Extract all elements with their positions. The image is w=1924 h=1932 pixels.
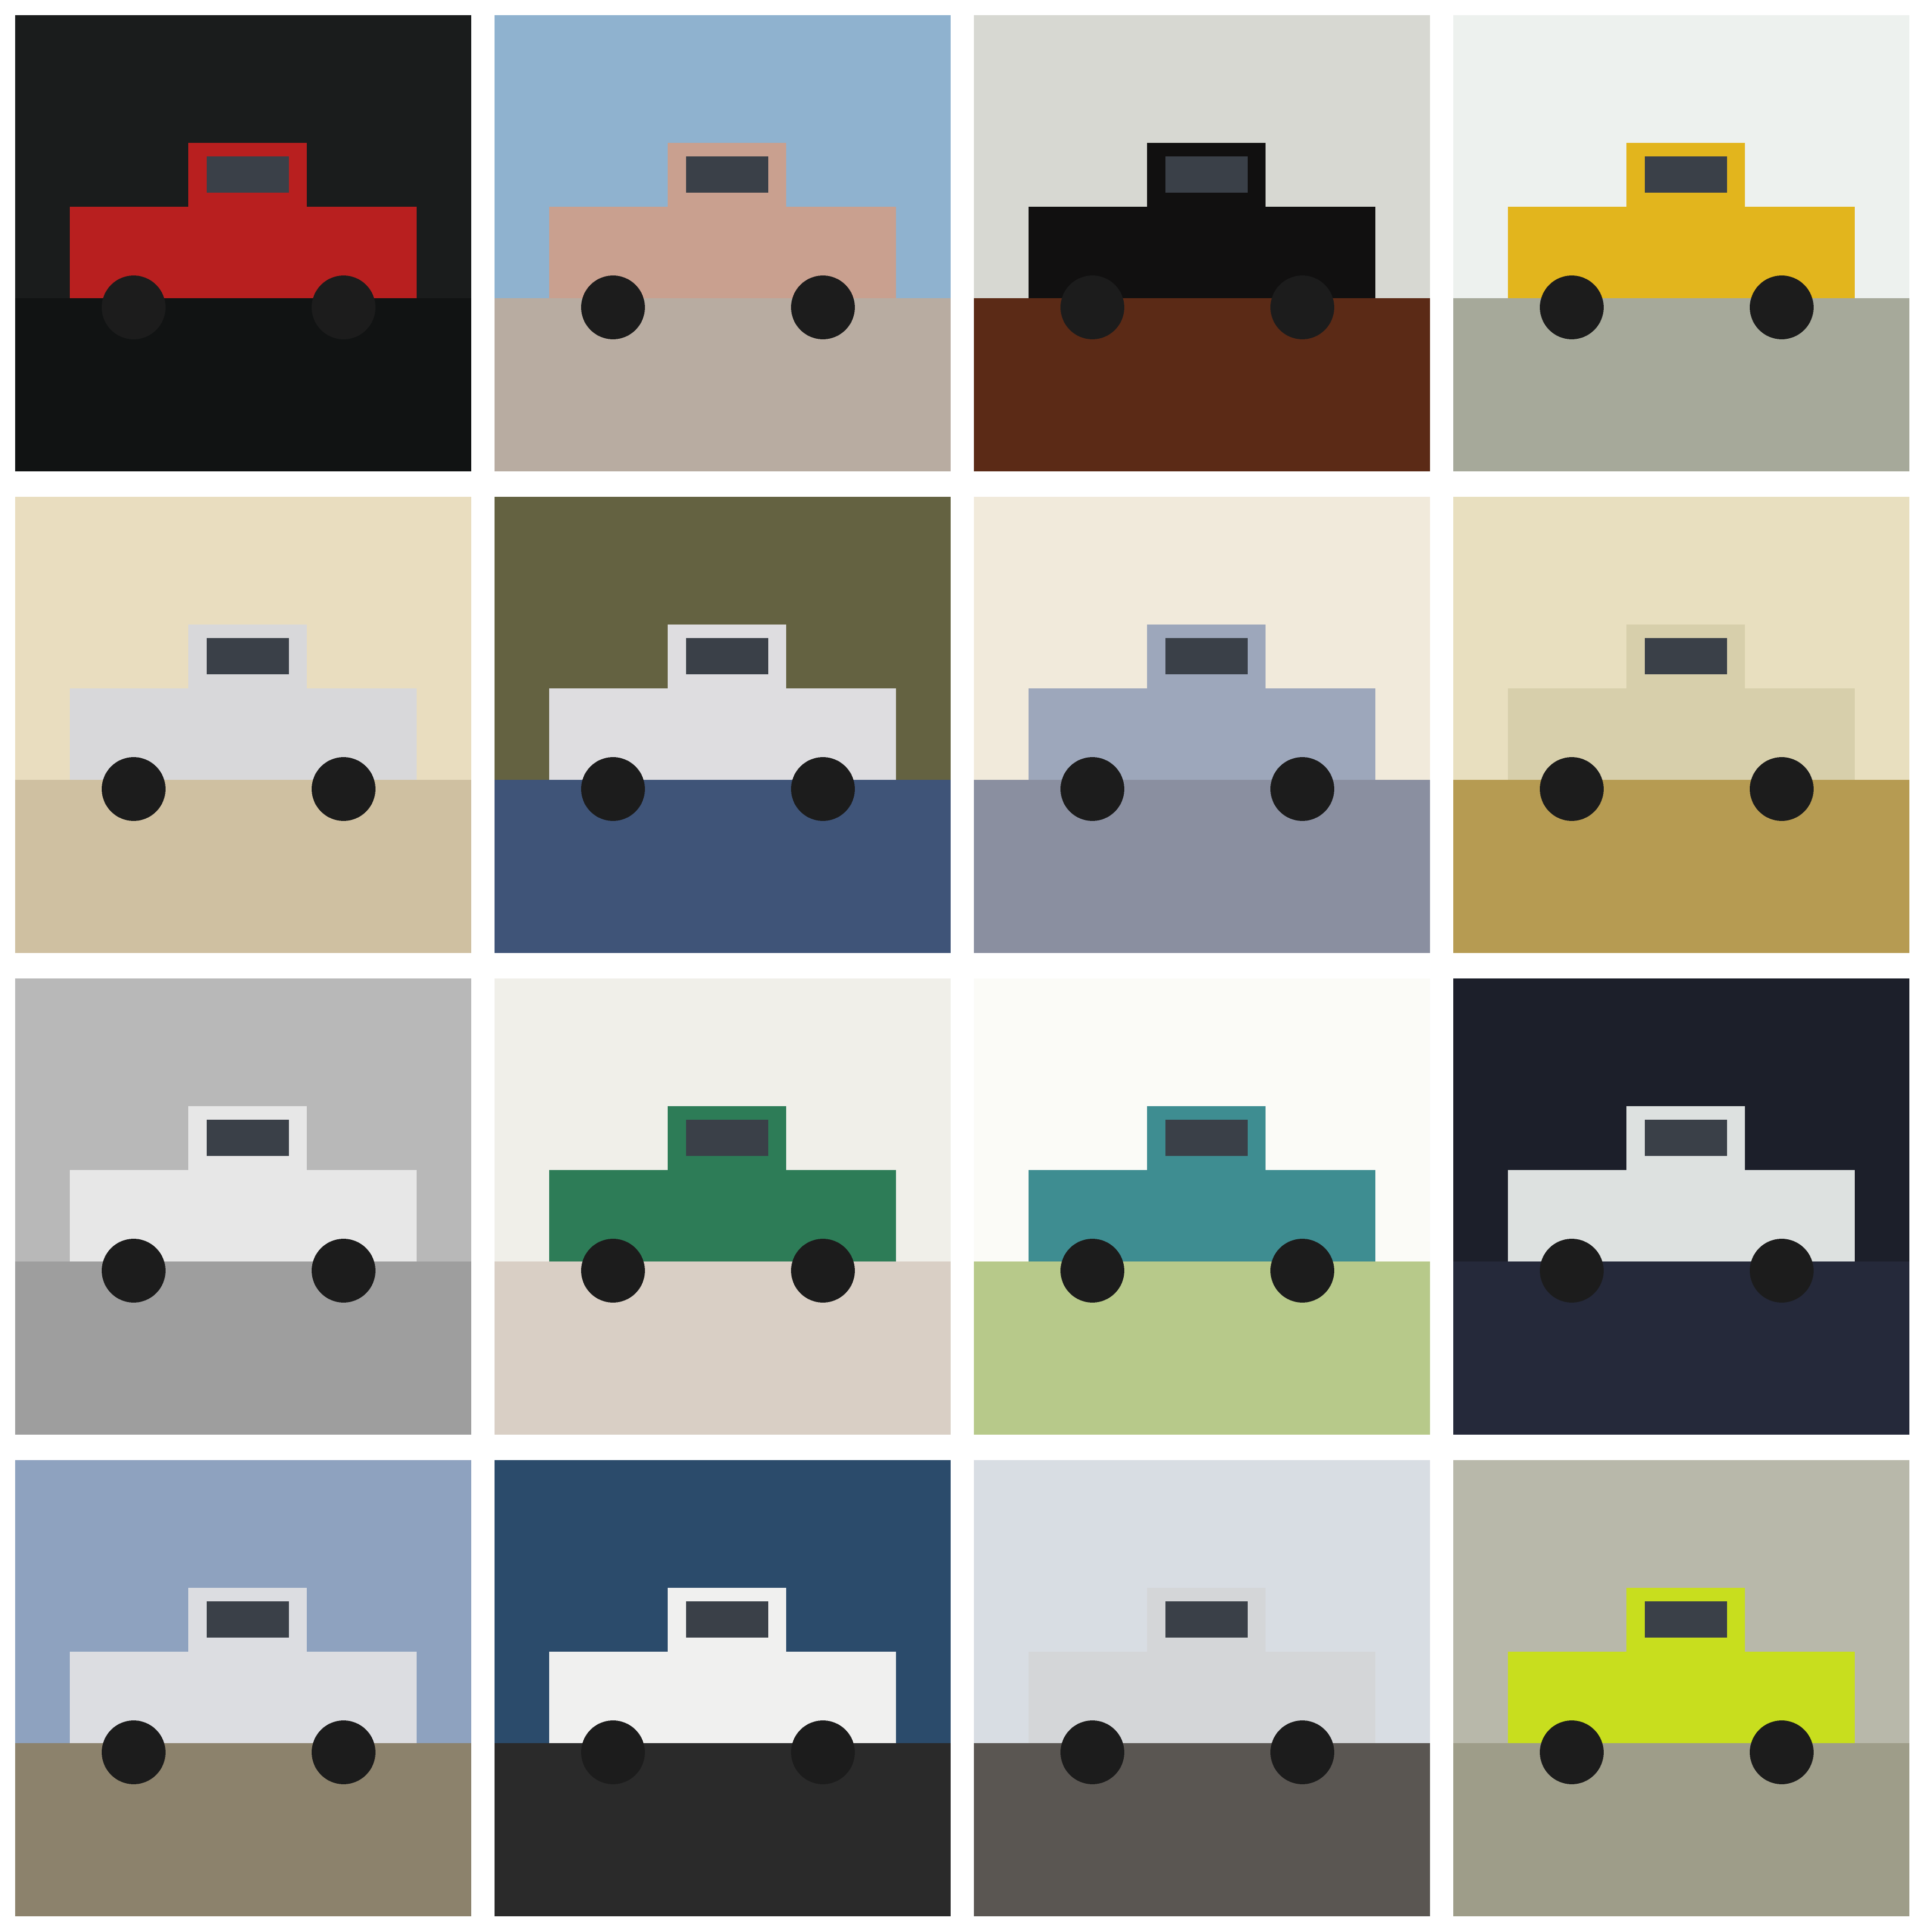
- truck-wheel: [1270, 1239, 1334, 1303]
- image-tile: [15, 15, 471, 471]
- truck-window: [686, 156, 768, 193]
- truck-wheel: [102, 1720, 166, 1784]
- image-tile: [15, 1460, 471, 1916]
- truck-wheel: [102, 275, 166, 339]
- image-tile: [974, 497, 1430, 953]
- photo-ground: [1453, 298, 1909, 471]
- truck-wheel: [791, 1239, 855, 1303]
- truck-wheel: [1060, 275, 1124, 339]
- truck-photo: [974, 978, 1430, 1435]
- image-tile: [1453, 497, 1909, 953]
- photo-ground: [974, 780, 1430, 953]
- truck-photo: [15, 497, 471, 953]
- image-tile: [15, 497, 471, 953]
- image-tile: [974, 1460, 1430, 1916]
- photo-ground: [1453, 1743, 1909, 1916]
- truck-window: [207, 1120, 289, 1156]
- truck-photo: [1453, 497, 1909, 953]
- truck-window: [207, 638, 289, 674]
- image-tile: [495, 1460, 951, 1916]
- photo-ground: [495, 780, 951, 953]
- truck-photo: [495, 978, 951, 1435]
- truck-wheel: [1750, 1239, 1814, 1303]
- truck-photo: [495, 497, 951, 953]
- truck-photo: [974, 497, 1430, 953]
- truck-photo: [1453, 1460, 1909, 1916]
- truck-photo: [15, 15, 471, 471]
- truck-wheel: [1270, 275, 1334, 339]
- truck-window: [1645, 1601, 1727, 1638]
- truck-wheel: [1750, 1720, 1814, 1784]
- truck-wheel: [581, 1720, 645, 1784]
- truck-window: [207, 156, 289, 193]
- photo-ground: [15, 298, 471, 471]
- truck-wheel: [1060, 1239, 1124, 1303]
- truck-window: [686, 1120, 768, 1156]
- truck-wheel: [1540, 757, 1604, 821]
- photo-ground: [974, 298, 1430, 471]
- image-tile: [495, 15, 951, 471]
- photo-ground: [15, 780, 471, 953]
- truck-photo: [495, 15, 951, 471]
- photo-ground: [1453, 780, 1909, 953]
- image-tile: [1453, 1460, 1909, 1916]
- truck-wheel: [312, 1720, 375, 1784]
- truck-photo: [974, 15, 1430, 471]
- image-tile: [974, 978, 1430, 1435]
- truck-wheel: [1540, 1720, 1604, 1784]
- truck-photo: [15, 978, 471, 1435]
- truck-window: [686, 638, 768, 674]
- image-tile: [495, 497, 951, 953]
- truck-wheel: [1270, 1720, 1334, 1784]
- photo-ground: [495, 1743, 951, 1916]
- truck-wheel: [1540, 1239, 1604, 1303]
- truck-wheel: [791, 275, 855, 339]
- image-tile: [1453, 978, 1909, 1435]
- truck-wheel: [312, 1239, 375, 1303]
- photo-ground: [15, 1261, 471, 1435]
- photo-ground: [974, 1261, 1430, 1435]
- truck-window: [1645, 1120, 1727, 1156]
- photo-ground: [15, 1743, 471, 1916]
- image-tile: [974, 15, 1430, 471]
- truck-photo: [1453, 978, 1909, 1435]
- truck-wheel: [1750, 757, 1814, 821]
- truck-wheel: [312, 275, 375, 339]
- truck-photo: [1453, 15, 1909, 471]
- image-tile: [1453, 15, 1909, 471]
- truck-window: [207, 1601, 289, 1638]
- photo-ground: [1453, 1261, 1909, 1435]
- truck-wheel: [1540, 275, 1604, 339]
- truck-wheel: [1060, 757, 1124, 821]
- truck-wheel: [102, 757, 166, 821]
- truck-wheel: [1060, 1720, 1124, 1784]
- truck-window: [686, 1601, 768, 1638]
- photo-ground: [974, 1743, 1430, 1916]
- photo-ground: [495, 1261, 951, 1435]
- truck-wheel: [102, 1239, 166, 1303]
- truck-wheel: [581, 757, 645, 821]
- truck-window: [1165, 638, 1248, 674]
- truck-wheel: [581, 1239, 645, 1303]
- truck-photo: [15, 1460, 471, 1916]
- truck-wheel: [791, 757, 855, 821]
- truck-window: [1165, 156, 1248, 193]
- truck-window: [1645, 638, 1727, 674]
- truck-window: [1165, 1601, 1248, 1638]
- image-tile: [15, 978, 471, 1435]
- image-tile: [495, 978, 951, 1435]
- truck-wheel: [312, 757, 375, 821]
- truck-window: [1645, 156, 1727, 193]
- truck-wheel: [1270, 757, 1334, 821]
- photo-ground: [495, 298, 951, 471]
- truck-wheel: [1750, 275, 1814, 339]
- image-grid: [15, 15, 1909, 1917]
- truck-photo: [974, 1460, 1430, 1916]
- truck-photo: [495, 1460, 951, 1916]
- truck-wheel: [791, 1720, 855, 1784]
- truck-window: [1165, 1120, 1248, 1156]
- truck-wheel: [581, 275, 645, 339]
